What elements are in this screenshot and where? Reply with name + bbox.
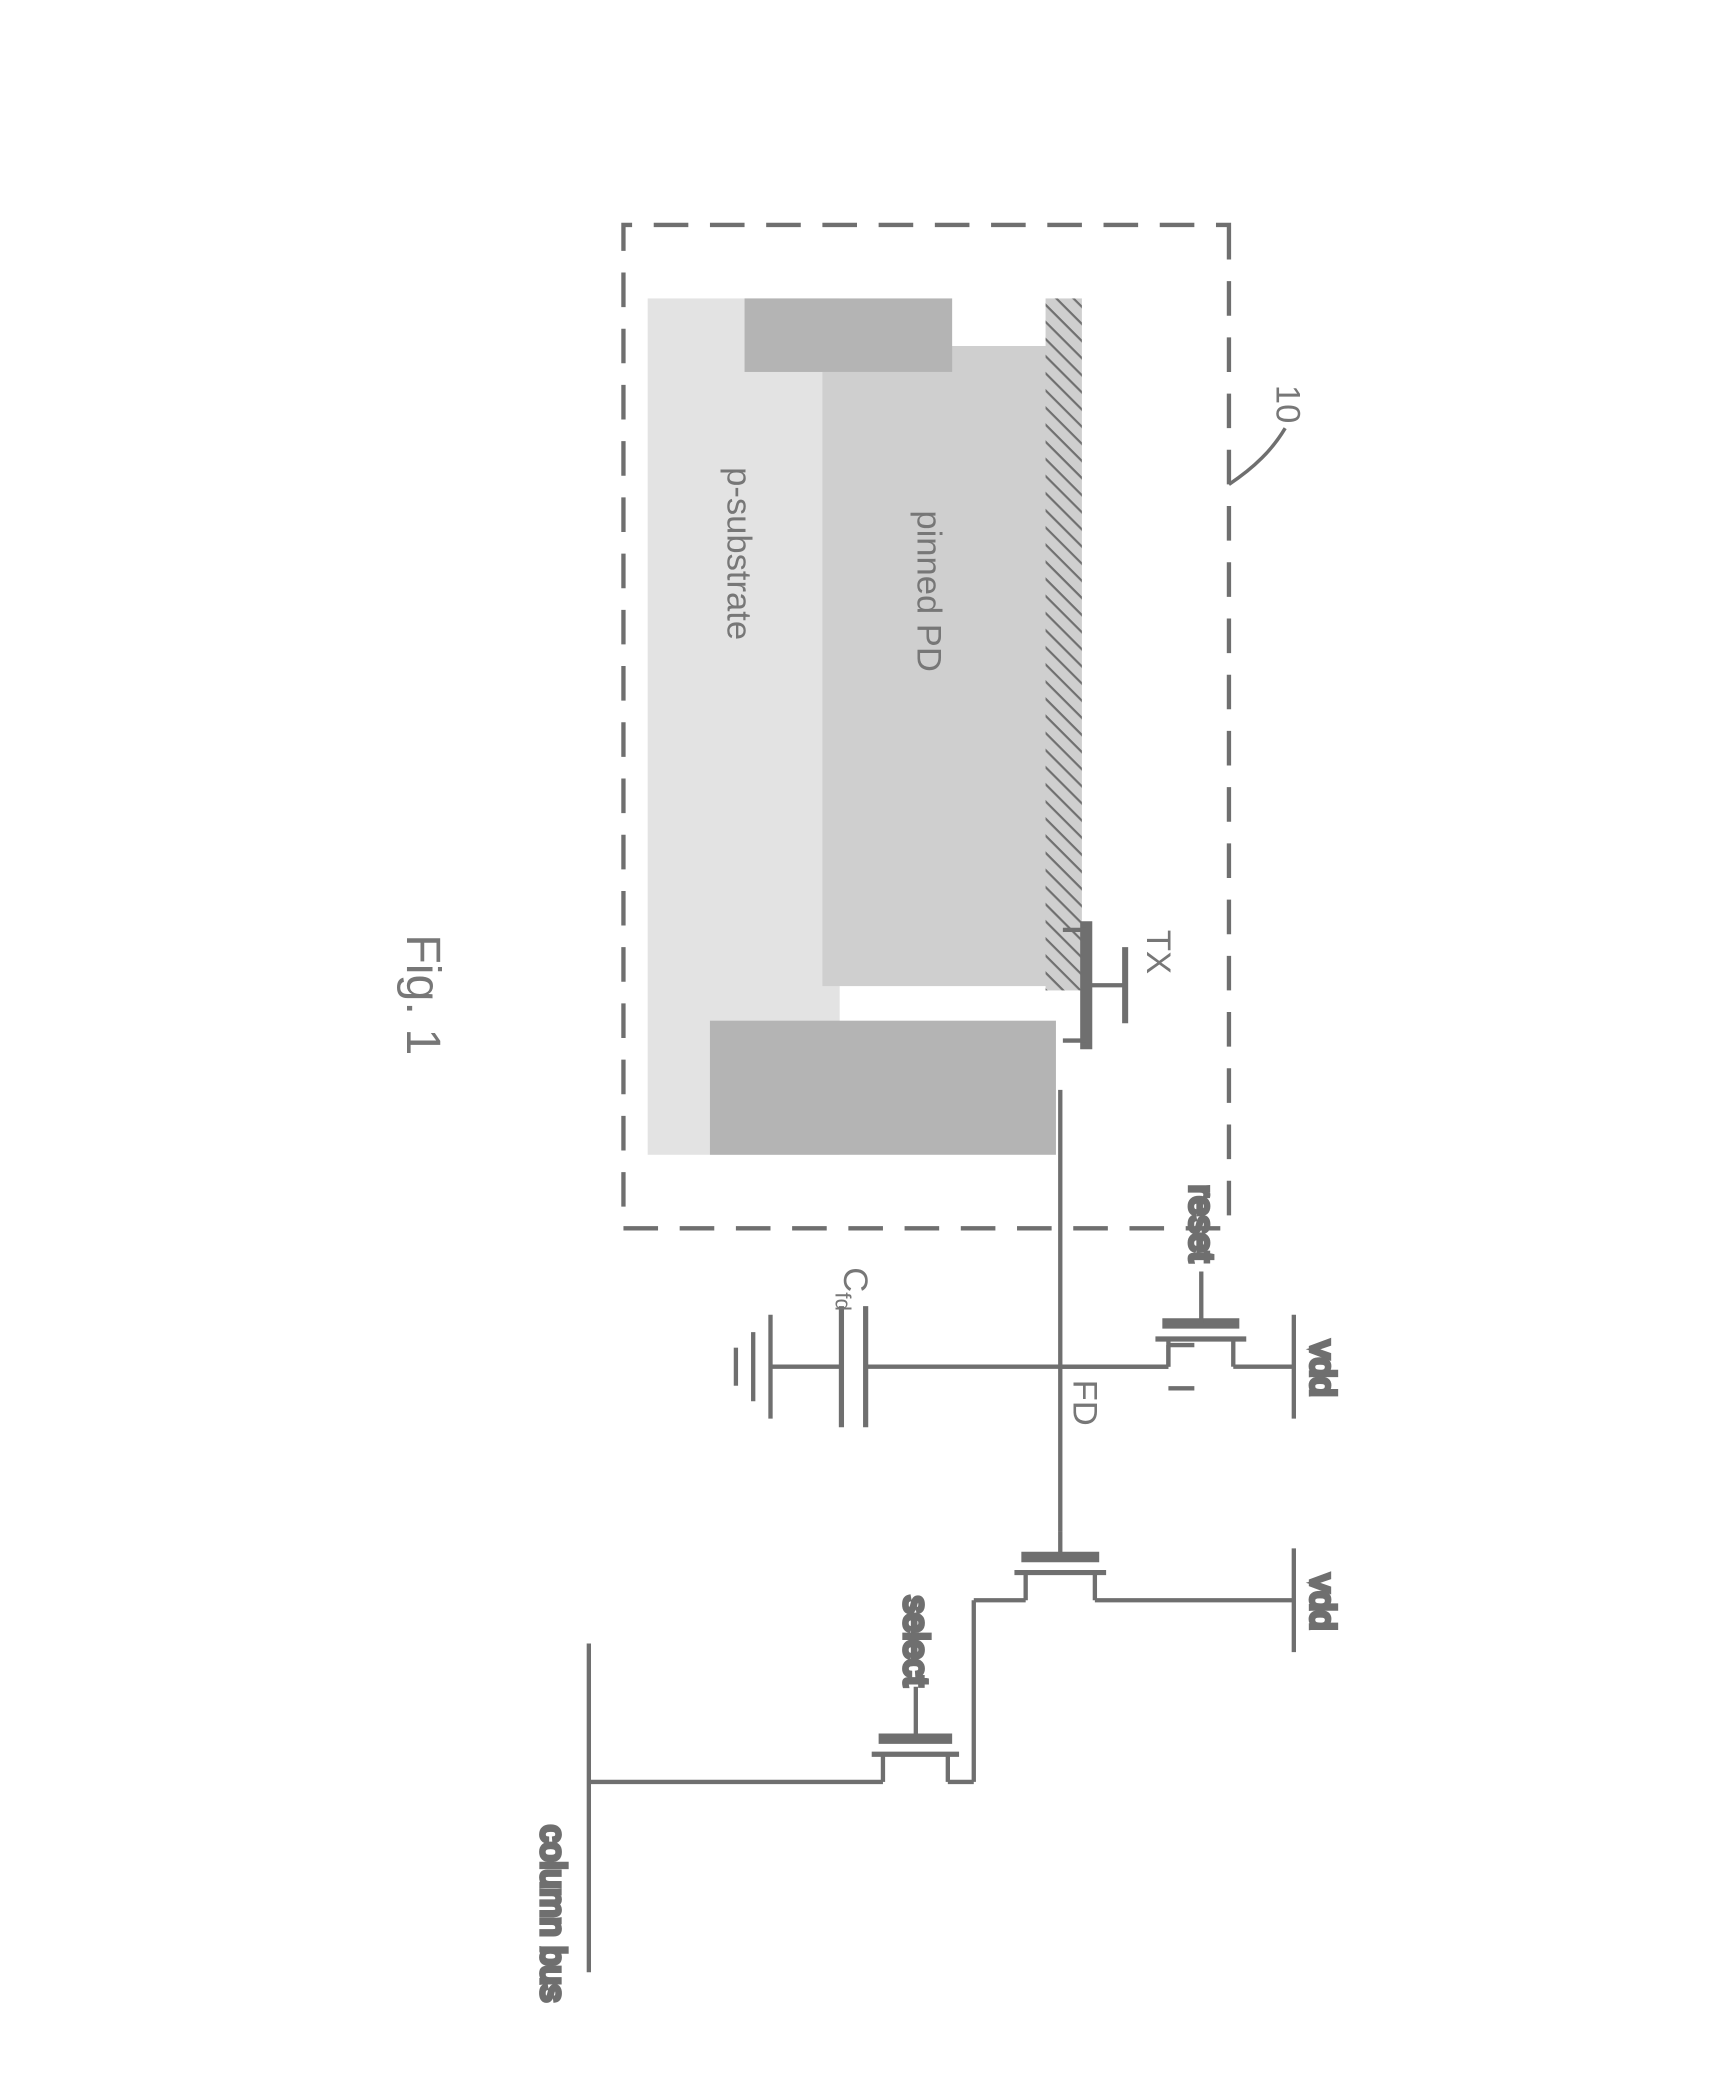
cfd-label: Cfd [830, 1267, 874, 1311]
select-mosfet [589, 1687, 974, 1782]
tx-label: TX [1139, 930, 1177, 974]
pinned-pd-label: pinned PD [910, 510, 948, 671]
dark-region-left [745, 298, 953, 372]
reset-transistor [1168, 1345, 1194, 1388]
p-substrate-label: p-substrate [719, 467, 757, 640]
vdd1-label: vdd [1303, 1341, 1341, 1397]
vdd2-label: vdd [1303, 1574, 1341, 1630]
source-follower-mosfet [974, 1531, 1294, 1782]
cfd-capacitor: Cfd [736, 1267, 874, 1427]
fd-label: FD [1065, 1380, 1103, 1426]
reset-label: reset [1182, 1185, 1220, 1262]
fd-node: FD [866, 1367, 1169, 1531]
select-label: select [897, 1596, 935, 1687]
figure-caption: Fig. 1 [396, 934, 450, 1055]
column-bus-label: column bus [533, 1825, 571, 2002]
pinning-layer [1046, 298, 1082, 990]
ref-number: 10 [1269, 385, 1307, 423]
dark-region-right [710, 1021, 1056, 1155]
